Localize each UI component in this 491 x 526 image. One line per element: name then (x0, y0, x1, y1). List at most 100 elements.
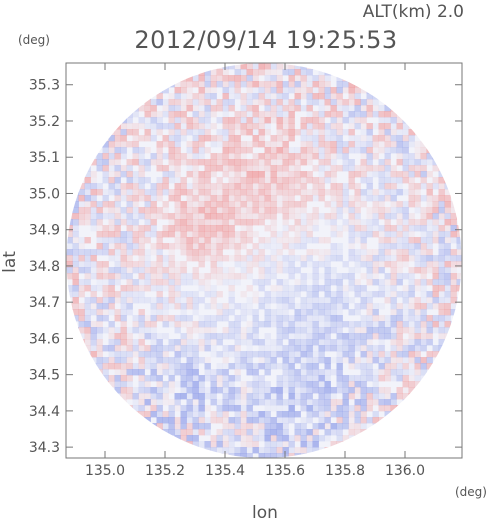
echo-cell (204, 249, 211, 256)
echo-cell (222, 201, 229, 208)
echo-cell (234, 165, 241, 172)
echo-cell (378, 387, 385, 394)
echo-cell (384, 243, 391, 250)
echo-cell (192, 267, 199, 274)
echo-cell (204, 405, 211, 412)
echo-cell (306, 135, 313, 142)
echo-cell (264, 303, 271, 310)
echo-cell (444, 189, 451, 196)
echo-cell (156, 177, 163, 184)
echo-cell (150, 123, 157, 130)
echo-cell (288, 225, 295, 232)
echo-cell (318, 273, 325, 280)
echo-cell (288, 117, 295, 124)
echo-cell (228, 267, 235, 274)
altitude-label: ALT(km) 2.0 (363, 2, 464, 22)
echo-cell (222, 141, 229, 148)
echo-cell (132, 225, 139, 232)
echo-cell (120, 189, 127, 196)
echo-cell (114, 345, 121, 352)
echo-cell (330, 153, 337, 160)
echo-cell (186, 213, 193, 220)
echo-cell (270, 87, 277, 94)
echo-cell (336, 435, 343, 442)
echo-cell (216, 153, 223, 160)
echo-cell (402, 129, 409, 136)
echo-cell (408, 177, 415, 184)
echo-cell (216, 417, 223, 424)
echo-cell (324, 69, 331, 76)
echo-cell (330, 405, 337, 412)
echo-cell (246, 285, 253, 292)
echo-cell (222, 417, 229, 424)
echo-cell (408, 237, 415, 244)
echo-cell (180, 345, 187, 352)
echo-cell (174, 339, 181, 346)
echo-cell (240, 399, 247, 406)
echo-cell (150, 285, 157, 292)
echo-cell (444, 297, 451, 304)
echo-cell (234, 237, 241, 244)
echo-cell (360, 171, 367, 178)
echo-cell (258, 375, 265, 382)
echo-cell (342, 321, 349, 328)
echo-cell (156, 237, 163, 244)
echo-cell (270, 231, 277, 238)
echo-cell (330, 189, 337, 196)
echo-cell (324, 369, 331, 376)
echo-cell (306, 195, 313, 202)
echo-cell (252, 339, 259, 346)
echo-cell (252, 141, 259, 148)
echo-cell (138, 231, 145, 238)
echo-cell (222, 123, 229, 130)
echo-cell (330, 213, 337, 220)
echo-cell (366, 129, 373, 136)
echo-cell (72, 279, 79, 286)
y-tick-label: 35.3 (29, 78, 60, 94)
echo-cell (252, 189, 259, 196)
echo-cell (168, 225, 175, 232)
echo-cell (324, 393, 331, 400)
echo-cell (138, 351, 145, 358)
echo-cell (372, 93, 379, 100)
echo-cell (126, 291, 133, 298)
echo-cell (330, 267, 337, 274)
echo-cell (372, 411, 379, 418)
echo-cell (78, 237, 85, 244)
echo-cell (294, 81, 301, 88)
echo-cell (390, 117, 397, 124)
echo-cell (366, 309, 373, 316)
echo-cell (306, 261, 313, 268)
echo-cell (414, 183, 421, 190)
echo-cell (222, 351, 229, 358)
echo-cell (132, 147, 139, 154)
echo-cell (180, 279, 187, 286)
echo-cell (162, 177, 169, 184)
echo-cell (306, 153, 313, 160)
echo-cell (282, 357, 289, 364)
echo-cell (132, 339, 139, 346)
echo-cell (282, 417, 289, 424)
echo-cell (264, 75, 271, 82)
echo-cell (180, 387, 187, 394)
echo-cell (216, 243, 223, 250)
echo-cell (192, 357, 199, 364)
echo-cell (384, 213, 391, 220)
echo-cell (384, 111, 391, 118)
echo-cell (300, 405, 307, 412)
echo-cell (114, 387, 121, 394)
echo-cell (330, 105, 337, 112)
echo-cell (390, 369, 397, 376)
echo-cell (150, 117, 157, 124)
echo-cell (228, 195, 235, 202)
echo-cell (450, 255, 457, 262)
echo-cell (192, 279, 199, 286)
echo-cell (396, 303, 403, 310)
echo-cell (288, 177, 295, 184)
echo-cell (360, 399, 367, 406)
echo-cell (252, 297, 259, 304)
echo-cell (138, 153, 145, 160)
echo-cell (234, 111, 241, 118)
echo-cell (108, 213, 115, 220)
echo-cell (384, 261, 391, 268)
